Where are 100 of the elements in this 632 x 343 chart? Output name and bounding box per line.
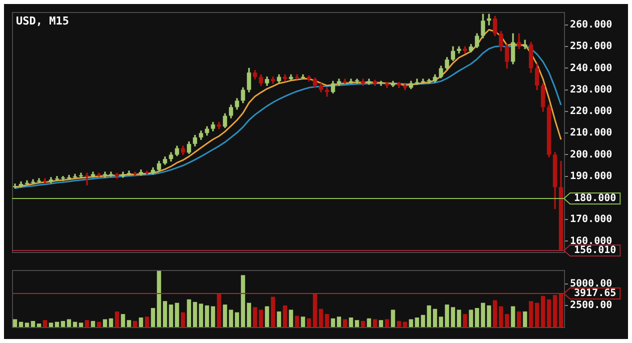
bar: [426, 305, 432, 327]
bar: [132, 320, 138, 327]
y-tick-label: 2500.00: [570, 300, 612, 312]
candlestick: [84, 172, 90, 186]
bar: [348, 318, 354, 327]
bar: [234, 312, 240, 327]
bar: [540, 296, 546, 327]
bar: [372, 319, 378, 327]
bar: [36, 324, 42, 327]
bar: [360, 320, 366, 327]
bar: [432, 308, 438, 327]
bar: [552, 295, 558, 327]
bar: [336, 316, 342, 327]
bar: [444, 304, 450, 327]
bar: [450, 307, 456, 327]
bar: [72, 322, 78, 327]
bar: [498, 306, 504, 327]
bar: [144, 316, 150, 327]
bar: [384, 319, 390, 327]
bar: [414, 318, 420, 327]
bar: [468, 310, 474, 327]
bar: [354, 320, 360, 327]
bar: [54, 322, 60, 327]
bar: [378, 320, 384, 327]
bar: [246, 302, 252, 327]
bar: [306, 318, 312, 327]
bar: [102, 319, 108, 327]
bar: [480, 302, 486, 327]
bar: [474, 308, 480, 327]
bar: [138, 318, 144, 327]
bar: [522, 311, 528, 327]
y-tick-label: 5000.00: [570, 278, 612, 290]
bar: [192, 302, 198, 327]
y-tick-label: 210.000: [570, 128, 612, 139]
bar: [366, 318, 372, 327]
bar: [390, 310, 396, 327]
bar: [168, 304, 174, 327]
bar: [66, 319, 72, 327]
bar: [534, 302, 540, 327]
bar: [156, 270, 162, 327]
y-tick-label: 190.000: [570, 170, 612, 182]
bar: [78, 322, 84, 327]
bar: [282, 305, 288, 327]
bar: [324, 314, 330, 327]
bar: [492, 300, 498, 327]
bar: [114, 311, 120, 327]
bar: [504, 314, 510, 327]
ref-line-label: 3917.65: [574, 288, 616, 300]
bar: [186, 299, 192, 327]
bar: [270, 296, 276, 327]
bar: [420, 314, 426, 327]
bar: [438, 316, 444, 327]
bar: [252, 307, 258, 327]
bar: [24, 322, 30, 327]
bar: [150, 308, 156, 327]
bar: [84, 320, 90, 327]
y-tick-label: 240.000: [570, 62, 612, 74]
bar: [462, 314, 468, 327]
bar: [288, 310, 294, 327]
bar: [558, 293, 564, 327]
y-tick-label: 220.000: [570, 106, 612, 118]
bar: [228, 310, 234, 327]
bar: [396, 320, 402, 327]
y-tick-label: 230.000: [570, 84, 612, 96]
bar: [210, 306, 216, 327]
bar: [198, 304, 204, 327]
bar: [408, 319, 414, 327]
bar: [486, 305, 492, 327]
bar: [402, 322, 408, 327]
y-tick-label: 250.000: [570, 41, 612, 52]
bar: [162, 301, 168, 327]
candlestick: [60, 176, 66, 181]
bar: [48, 322, 54, 327]
y-tick-label: 260.000: [570, 20, 612, 31]
bar: [456, 310, 462, 327]
bar: [240, 275, 246, 327]
bar: [276, 311, 282, 327]
y-tick-label: 170.000: [570, 214, 612, 226]
chart-title: USD, M15: [16, 14, 69, 28]
bar: [18, 322, 24, 327]
bar: [294, 316, 300, 327]
y-tick-label: 200.000: [570, 149, 612, 160]
bar: [264, 306, 270, 327]
bar: [30, 320, 36, 327]
bar: [96, 322, 102, 327]
candlestick: [378, 80, 384, 86]
bar: [528, 301, 534, 327]
bar: [90, 320, 96, 327]
bar: [60, 320, 66, 327]
bar: [222, 304, 228, 327]
bar: [42, 320, 48, 327]
bar: [180, 312, 186, 327]
bar: [546, 299, 552, 327]
ref-line-label: 156.010: [574, 245, 616, 256]
bar: [510, 306, 516, 327]
bar: [318, 308, 324, 327]
bar: [342, 319, 348, 327]
y-tick-label: 160.000: [570, 236, 612, 247]
ref-line-label: 180.000: [574, 193, 616, 204]
bar: [300, 316, 306, 327]
